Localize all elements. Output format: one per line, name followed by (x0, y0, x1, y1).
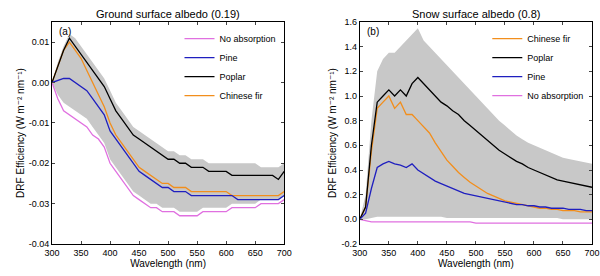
svg-text:Wavelength (nm): Wavelength (nm) (438, 258, 514, 269)
svg-text:-0.2: -0.2 (341, 239, 357, 249)
svg-text:350: 350 (381, 248, 396, 258)
svg-text:DRF Efficiency (W m⁻² nm⁻¹): DRF Efficiency (W m⁻² nm⁻¹) (15, 68, 26, 198)
svg-text:500: 500 (468, 248, 483, 258)
svg-text:Pine: Pine (220, 53, 238, 63)
svg-text:600: 600 (526, 248, 541, 258)
svg-text:0.4: 0.4 (344, 165, 357, 175)
svg-text:700: 700 (584, 248, 599, 258)
svg-text:No absorption: No absorption (527, 91, 583, 101)
svg-text:Wavelength (nm): Wavelength (nm) (130, 258, 206, 269)
svg-text:(a): (a) (59, 26, 71, 37)
svg-text:Ground surface albedo (0.19): Ground surface albedo (0.19) (96, 8, 240, 20)
svg-text:-0.04: -0.04 (29, 239, 50, 249)
svg-text:450: 450 (439, 248, 454, 258)
svg-text:600: 600 (219, 248, 234, 258)
svg-text:(b): (b) (367, 26, 379, 37)
svg-text:1.6: 1.6 (344, 17, 357, 27)
svg-text:Poplar: Poplar (527, 53, 553, 63)
svg-text:450: 450 (132, 248, 147, 258)
svg-text:No absorption: No absorption (220, 34, 276, 44)
svg-text:0.0: 0.0 (344, 214, 357, 224)
svg-text:550: 550 (497, 248, 512, 258)
svg-text:1.2: 1.2 (344, 66, 357, 76)
svg-text:650: 650 (248, 248, 263, 258)
svg-text:400: 400 (103, 248, 118, 258)
svg-text:-0.03: -0.03 (29, 199, 50, 209)
svg-text:0.6: 0.6 (344, 140, 357, 150)
svg-text:400: 400 (410, 248, 425, 258)
svg-text:500: 500 (161, 248, 176, 258)
svg-text:0.00: 0.00 (32, 78, 50, 88)
svg-text:Chinese fir: Chinese fir (220, 91, 263, 101)
svg-text:0.8: 0.8 (344, 116, 357, 126)
svg-text:Poplar: Poplar (220, 72, 246, 82)
svg-text:0.01: 0.01 (32, 37, 50, 47)
svg-text:1.4: 1.4 (344, 42, 357, 52)
svg-text:700: 700 (277, 248, 292, 258)
svg-text:550: 550 (190, 248, 205, 258)
svg-text:300: 300 (352, 248, 367, 258)
svg-text:-0.01: -0.01 (29, 118, 50, 128)
svg-text:1.0: 1.0 (344, 91, 357, 101)
svg-text:300: 300 (44, 248, 59, 258)
svg-text:0.2: 0.2 (344, 190, 357, 200)
svg-text:Chinese fir: Chinese fir (527, 34, 570, 44)
svg-text:Pine: Pine (527, 72, 545, 82)
svg-text:-0.02: -0.02 (29, 158, 50, 168)
svg-text:DRF Efficiency (W m⁻² nm⁻¹): DRF Efficiency (W m⁻² nm⁻¹) (327, 68, 338, 198)
svg-text:650: 650 (555, 248, 570, 258)
svg-text:Snow surface albedo (0.8): Snow surface albedo (0.8) (412, 8, 540, 20)
svg-text:350: 350 (74, 248, 89, 258)
